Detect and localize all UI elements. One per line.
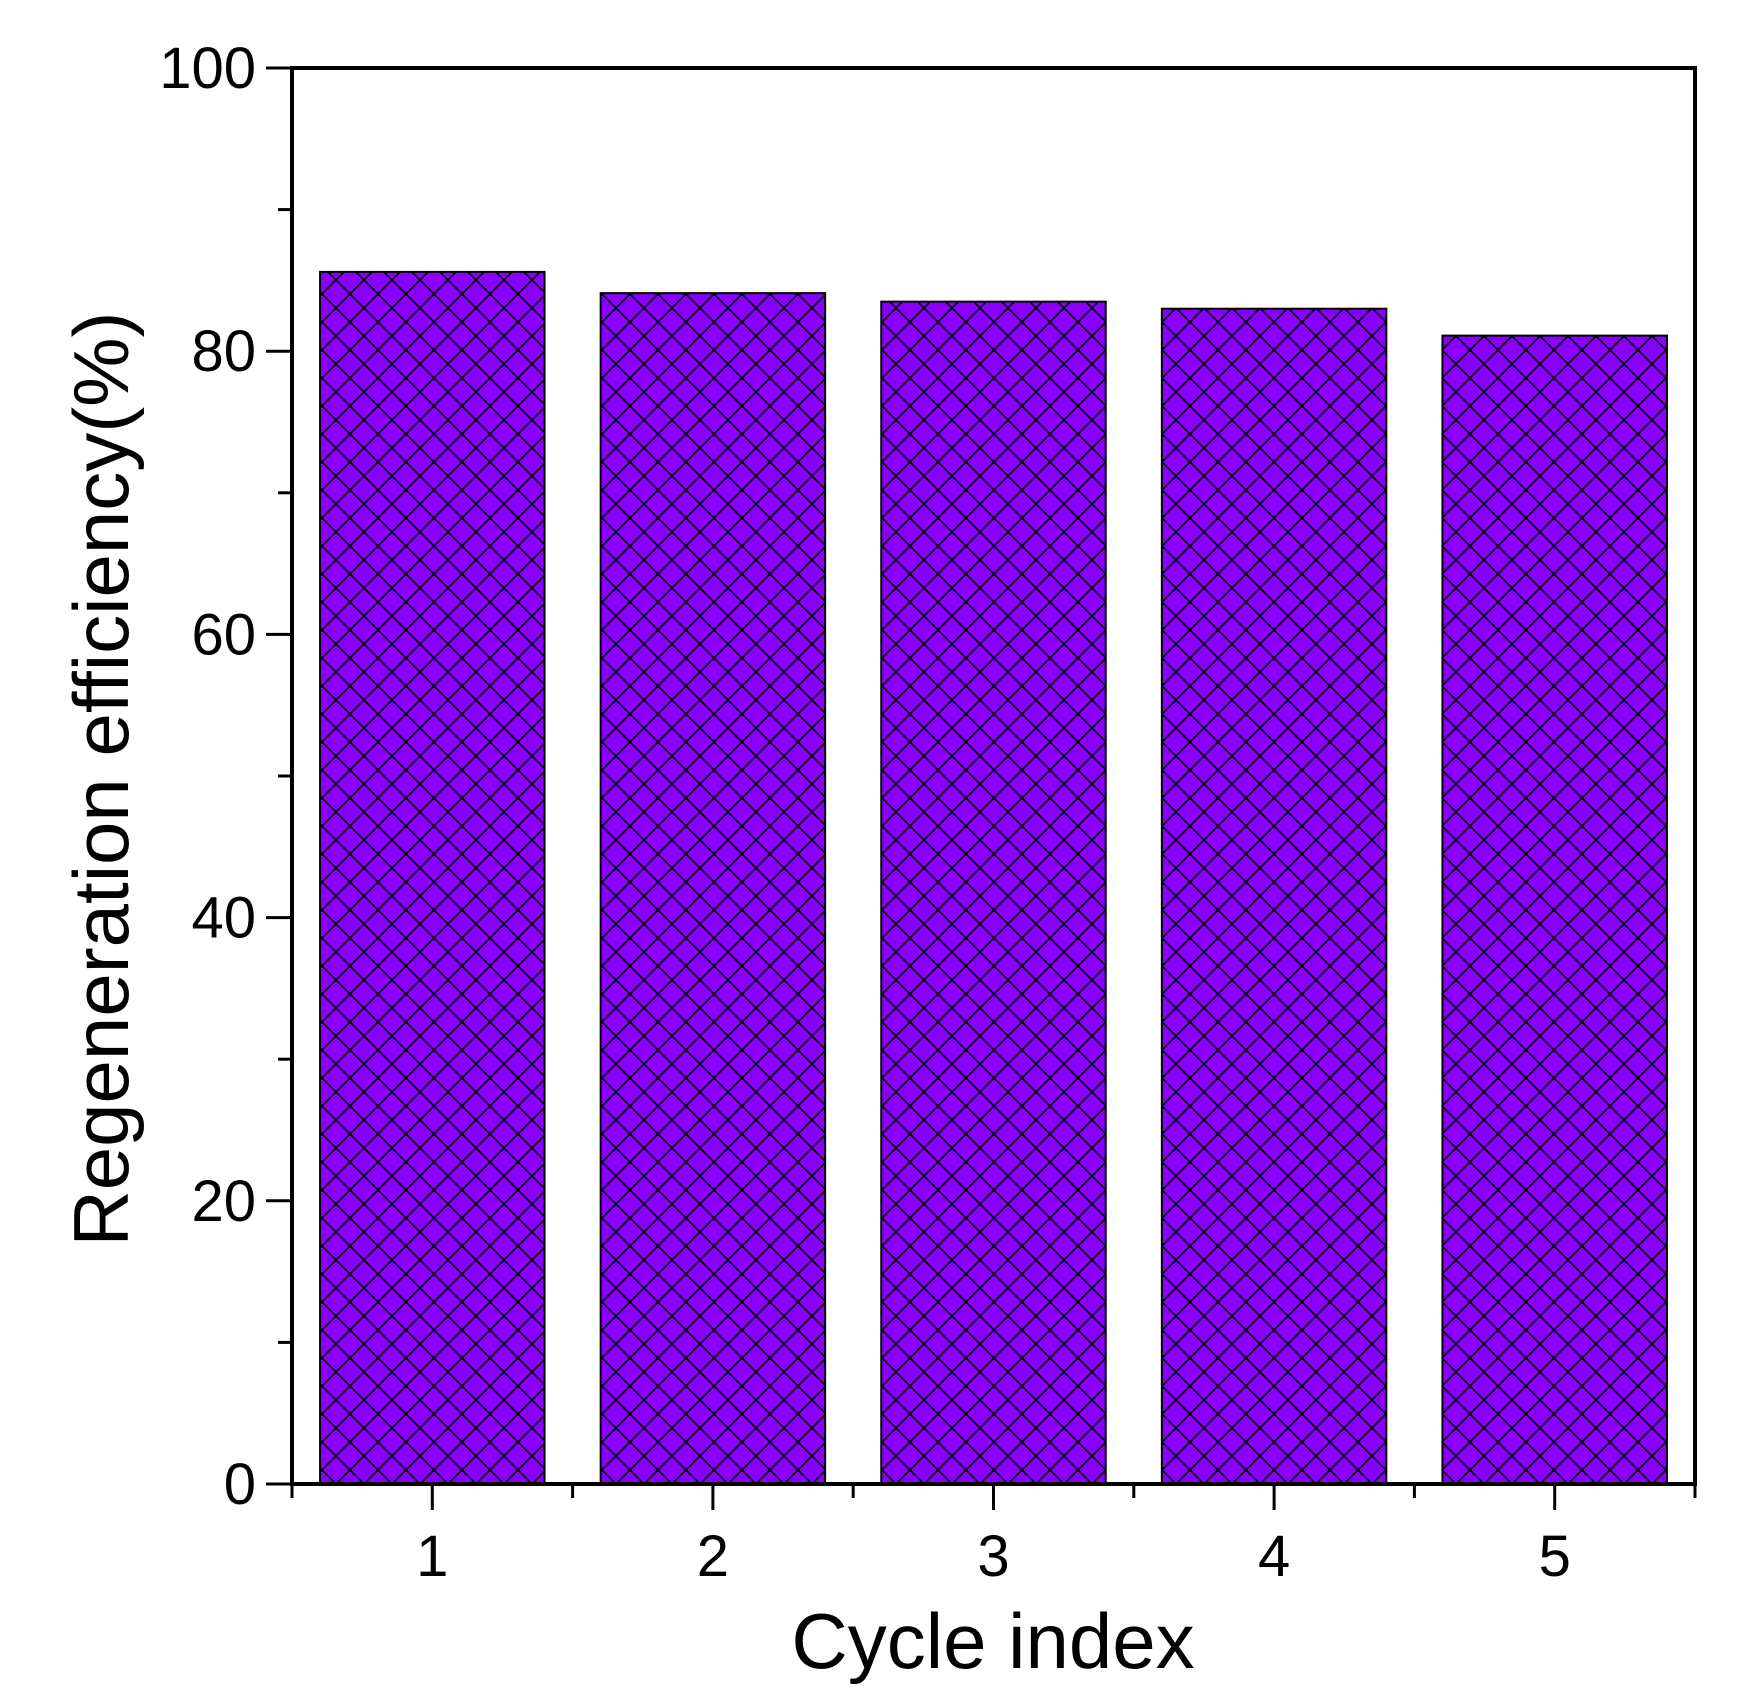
bar-cycle-2 (599, 292, 827, 1485)
y-tick-label: 100 (159, 36, 256, 101)
bar-cycle-4 (1160, 307, 1388, 1486)
axes-group (266, 66, 1697, 1510)
y-tick-label: 40 (191, 886, 256, 951)
bars-group (319, 270, 1668, 1486)
x-tick-label: 3 (977, 1524, 1009, 1589)
y-tick-label: 0 (224, 1452, 256, 1517)
x-tick-label: 2 (697, 1524, 729, 1589)
y-tick-label: 20 (191, 1169, 256, 1234)
bar-cycle-3 (880, 300, 1107, 1485)
bar-cycle-1 (319, 270, 546, 1485)
bar-cycle-5 (1441, 334, 1668, 1485)
x-tick-label: 1 (416, 1524, 448, 1589)
tick-labels-group: 0 20 40 60 80 100 1 2 3 4 5 (159, 36, 1571, 1589)
x-tick-label: 4 (1258, 1524, 1290, 1589)
y-axis-title: Regeneration efficiency(%) (57, 311, 145, 1246)
x-axis-title: Cycle index (791, 1597, 1194, 1685)
x-tick-label: 5 (1539, 1524, 1571, 1589)
y-tick-label: 80 (191, 319, 256, 384)
y-tick-label: 60 (191, 602, 256, 667)
